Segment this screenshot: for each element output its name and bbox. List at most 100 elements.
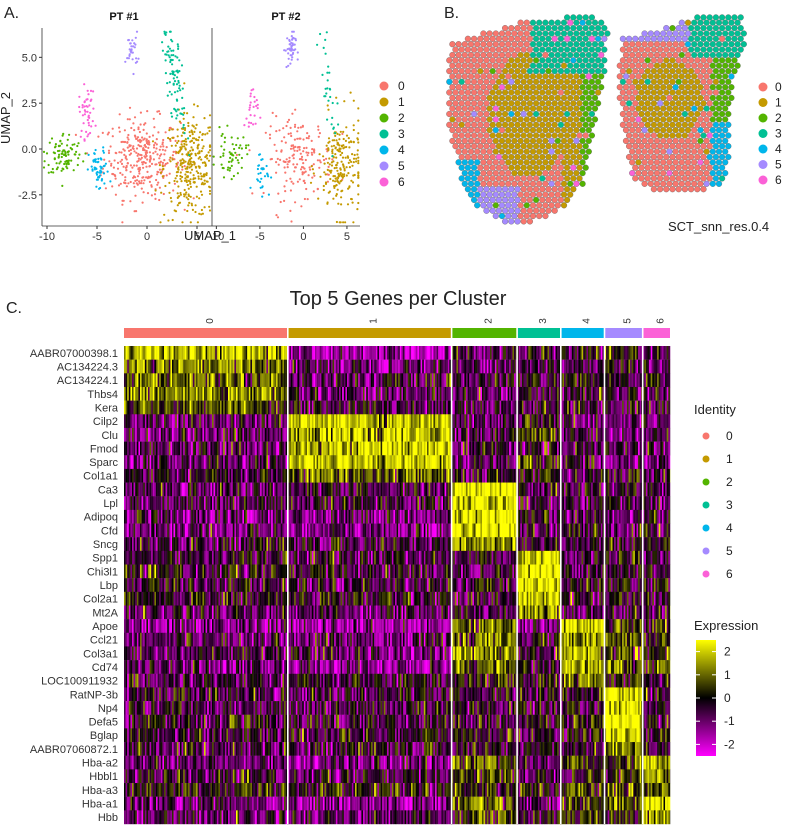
- heatmap-cell: [149, 346, 152, 360]
- spatial-spot-cluster-1: [542, 159, 549, 166]
- heatmap-cell: [164, 373, 166, 388]
- umap-point-cluster-1: [178, 195, 181, 198]
- umap-point-cluster-1: [184, 173, 187, 176]
- umap-point-cluster-6: [82, 122, 85, 125]
- heatmap-cell: [231, 373, 233, 388]
- umap-point-cluster-3: [171, 63, 174, 66]
- spatial-spot-cluster-0: [489, 35, 496, 42]
- spatial-spot-cluster-5: [548, 148, 555, 155]
- heatmap-cell: [449, 414, 452, 429]
- spatial-spot-cluster-0: [638, 175, 645, 182]
- heatmap-cell: [356, 400, 359, 415]
- heatmap-cell: [138, 400, 141, 415]
- spatial-spot-cluster-0: [449, 62, 456, 69]
- heatmap-cell: [588, 400, 590, 415]
- umap-point-cluster-0: [168, 126, 171, 130]
- heatmap-cell: [148, 386, 150, 401]
- spatial-spot-cluster-0: [502, 25, 509, 32]
- spatial-spot-cluster-3: [548, 19, 555, 26]
- umap-point-cluster-0: [311, 148, 314, 151]
- heatmap-cell: [323, 373, 325, 388]
- umap-point-cluster-0: [288, 159, 291, 162]
- umap-point-cluster-0: [124, 176, 127, 179]
- umap-point-cluster-0: [148, 160, 151, 163]
- spatial-legend-title: SCT_snn_res.0.4: [668, 219, 769, 234]
- umap-point-cluster-4: [256, 178, 259, 181]
- heatmap-cell: [428, 359, 431, 374]
- heatmap-cell: [542, 359, 545, 374]
- spatial-spot-cluster-2: [533, 196, 540, 203]
- spatial-spot-cluster-0: [471, 143, 478, 150]
- umap-y-tick-label: 2.5: [22, 98, 37, 110]
- heatmap-cell: [152, 359, 155, 374]
- heatmap-cell: [523, 359, 526, 374]
- heatmap-cell: [439, 346, 442, 360]
- spatial-spot-cluster-0: [703, 62, 710, 69]
- spatial-spot-cluster-2: [533, 57, 540, 64]
- heatmap-cell: [545, 359, 548, 374]
- spatial-spot-cluster-0: [635, 148, 642, 155]
- umap-point-cluster-1: [171, 128, 174, 131]
- umap-point-cluster-1: [173, 179, 176, 183]
- spatial-spot-cluster-0: [458, 110, 465, 118]
- umap-point-cluster-0: [164, 131, 167, 134]
- heatmap-cell: [580, 400, 582, 415]
- heatmap-cell: [315, 386, 317, 401]
- heatmap-cell: [215, 414, 217, 429]
- heatmap-cell: [655, 400, 658, 415]
- heatmap-cell: [430, 414, 432, 429]
- spatial-spot-cluster-3: [536, 19, 543, 26]
- heatmap-cell: [157, 373, 160, 388]
- spatial-spot-cluster-3: [582, 25, 589, 32]
- heatmap-cell: [377, 359, 380, 374]
- heatmap-cell: [372, 414, 375, 429]
- heatmap-cell: [180, 346, 182, 360]
- heatmap-cell: [520, 346, 523, 360]
- heatmap-cell: [324, 386, 327, 401]
- spatial-spot-cluster-1: [554, 148, 561, 155]
- heatmap-cell: [658, 346, 661, 360]
- umap-point-cluster-1: [176, 141, 179, 144]
- spatial-spot-cluster-5: [663, 35, 670, 42]
- umap-point-cluster-3: [161, 41, 164, 44]
- heatmap-cell: [507, 373, 510, 388]
- heatmap-cell: [552, 400, 555, 415]
- spatial-spot-cluster-0: [486, 41, 493, 48]
- spatial-spot-cluster-1: [526, 100, 533, 107]
- heatmap-cell: [285, 400, 288, 415]
- umap-point-cluster-1: [348, 166, 351, 169]
- heatmap-cell: [359, 414, 362, 429]
- heatmap-cell: [461, 373, 463, 388]
- spatial-spot-cluster-3: [567, 51, 574, 59]
- spatial-spot-cluster-0: [526, 196, 533, 203]
- heatmap-cell: [482, 386, 484, 401]
- heatmap-cell: [482, 400, 484, 415]
- umap-point-cluster-5: [132, 72, 135, 76]
- spatial-spot-cluster-1: [567, 159, 574, 166]
- heatmap-cell: [132, 386, 134, 401]
- heatmap-cell: [245, 400, 248, 415]
- heatmap-cell: [567, 386, 569, 401]
- spatial-spot-cluster-1: [486, 94, 493, 101]
- heatmap-cell: [383, 400, 386, 415]
- heatmap-cell: [280, 346, 283, 360]
- spatial-spot-cluster-0: [706, 164, 713, 171]
- heatmap-cell: [477, 346, 479, 360]
- umap-point-cluster-1: [173, 209, 176, 212]
- umap-point-cluster-2: [62, 132, 65, 135]
- spatial-spot-cluster-2: [579, 73, 586, 80]
- umap-point-cluster-0: [157, 131, 160, 134]
- umap-point-cluster-1: [181, 175, 184, 179]
- spatial-spot-cluster-1: [542, 73, 549, 80]
- spatial-spot-cluster-6: [598, 51, 605, 59]
- spatial-spot-cluster-0: [523, 212, 530, 220]
- umap-point-cluster-2: [222, 154, 225, 157]
- umap-point-cluster-0: [146, 192, 150, 195]
- heatmap-cell: [375, 373, 378, 388]
- heatmap-cell: [454, 373, 457, 388]
- spatial-spot-cluster-0: [483, 132, 490, 139]
- heatmap-cell: [501, 414, 503, 429]
- spatial-spot-cluster-3: [700, 25, 707, 32]
- heatmap-cell: [375, 400, 378, 415]
- heatmap-cell: [329, 346, 332, 360]
